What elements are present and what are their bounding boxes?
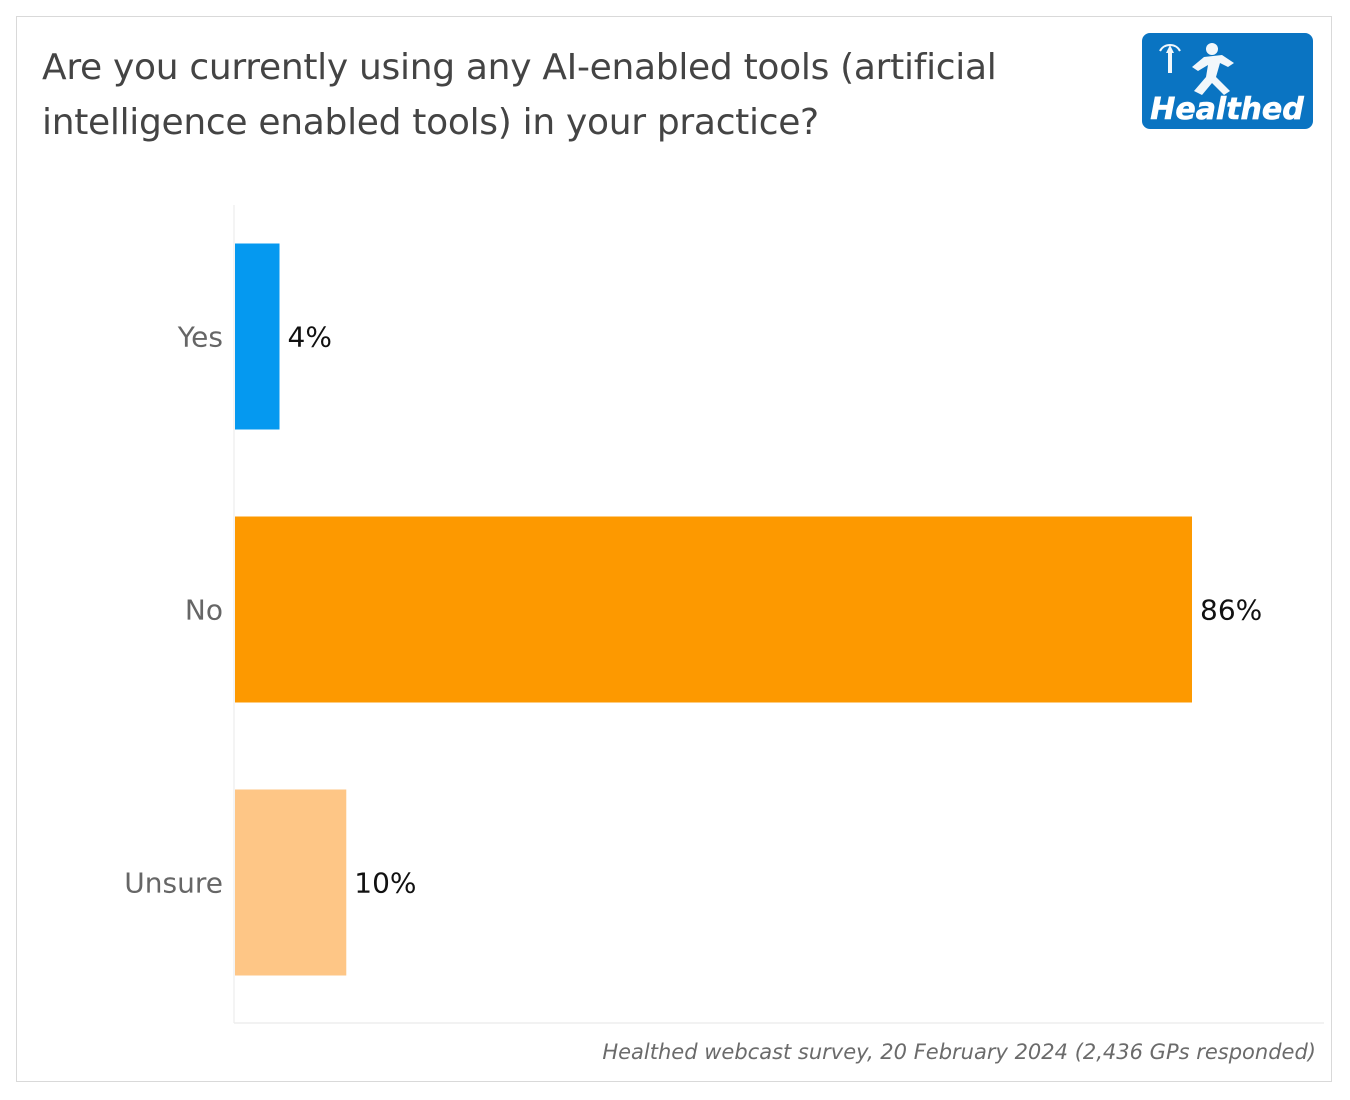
chart-frame	[16, 16, 1332, 1082]
source-note: Healthed webcast survey, 20 February 202…	[602, 1040, 1316, 1064]
healthed-logo: Healthed	[1142, 33, 1313, 129]
hermes-runner-icon: Healthed	[1150, 43, 1305, 127]
chart-title: Are you currently using any AI-enabled t…	[42, 47, 997, 143]
logo-text: Healthed	[1150, 92, 1304, 127]
